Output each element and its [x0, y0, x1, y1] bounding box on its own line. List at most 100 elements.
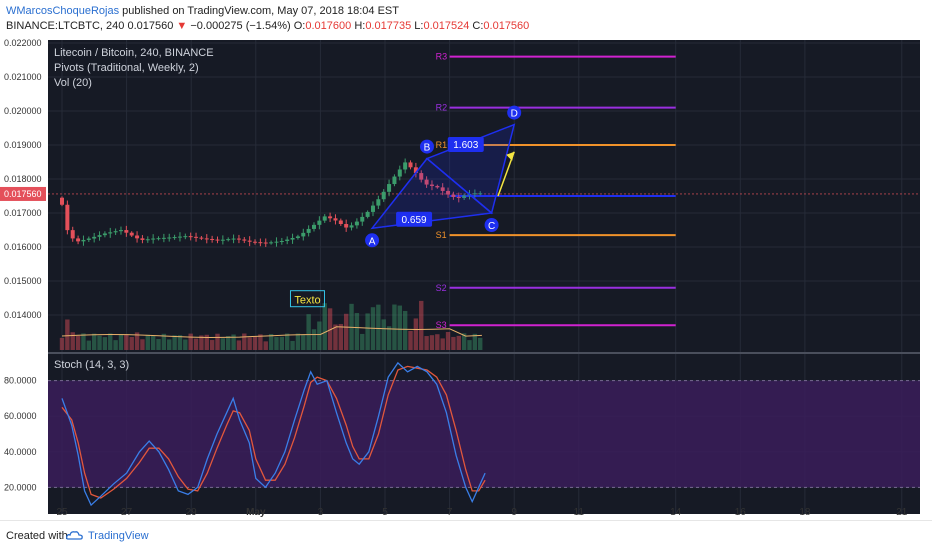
down-arrow-icon: ▼ [176, 20, 188, 32]
x-tick-label: 25 [56, 507, 68, 518]
volume-bar [258, 334, 263, 350]
pattern-point-c[interactable] [484, 218, 499, 232]
volume-bar [129, 336, 134, 350]
volume-bar [108, 333, 113, 350]
candle-body [312, 224, 317, 229]
candle-body [156, 238, 161, 240]
pattern-point-b[interactable] [419, 139, 434, 154]
y-tick-label: 0.021000 [4, 72, 42, 82]
candle-body [279, 240, 284, 242]
volume-bar [386, 326, 392, 350]
pattern-point-a[interactable] [365, 233, 380, 248]
volume-bar [274, 337, 279, 350]
candle-body [285, 239, 290, 241]
candle-body [194, 236, 199, 238]
stoch-d-line [61, 365, 486, 499]
x-tick-label: 11 [574, 507, 585, 518]
volume-bar [419, 300, 424, 350]
candle-body [129, 232, 134, 236]
candle-body [145, 239, 150, 241]
legend-pivots: Pivots (Traditional, Weekly, 2) [54, 62, 199, 74]
volume-bar [91, 333, 97, 350]
x-tick-label: May [246, 507, 266, 518]
candle-body [70, 230, 75, 239]
volume-bar [204, 334, 209, 350]
price-change: −0.000275 (−1.54%) [190, 20, 291, 32]
volume-bar [472, 333, 478, 350]
volume-bar [392, 304, 397, 350]
candle-body [419, 173, 424, 180]
candle-body [86, 238, 91, 240]
candle-body [81, 239, 86, 242]
candle-body [242, 239, 247, 241]
volume-ma-line [61, 326, 482, 339]
pattern-point-d[interactable] [507, 105, 522, 120]
volume-bar [59, 337, 65, 350]
stoch-band [48, 380, 920, 488]
volume-bar [327, 308, 333, 350]
x-tick-label: 27 [121, 507, 133, 518]
close-value: 0.017560 [483, 20, 530, 32]
volume-bar [183, 339, 188, 350]
legend-stoch: Stoch (14, 3, 3) [54, 359, 129, 371]
volume-bar [284, 333, 290, 350]
pattern-label-a: A [369, 236, 376, 247]
author-link[interactable]: WMarcosChoqueRojas [6, 5, 120, 17]
tradingview-link[interactable]: TradingView [88, 530, 149, 542]
volume-bar [161, 333, 167, 350]
candle-body [306, 228, 311, 233]
text-annotation-box[interactable] [289, 290, 325, 308]
candle-body [354, 221, 359, 226]
last-price: 0.017560 [127, 20, 174, 32]
candle-body [263, 242, 268, 244]
stoch-tick-label: 40.0000 [4, 447, 37, 457]
pivot-label-s2: S2 [436, 283, 447, 293]
high-value: 0.017735 [365, 20, 412, 32]
volume-bar [220, 338, 226, 350]
candle-body [177, 236, 182, 238]
volume-bar [311, 329, 317, 350]
tradingview-cloud-icon [66, 531, 83, 540]
y-tick-label: 0.015000 [4, 276, 42, 286]
low-label: L: [414, 20, 424, 32]
candle-body [60, 197, 64, 205]
candle-body [151, 238, 156, 240]
volume-bar [429, 335, 435, 350]
candle-body [317, 220, 322, 225]
ohlc-line: BINANCE:LTCBTC, 240 0.017560 ▼ −0.000275… [6, 20, 529, 32]
candle-body [349, 225, 354, 228]
price-chart[interactable]: 25 27 29 May 3 5 7 9 11 14 16 18 21 0.022000 0.021000 0… [0, 38, 932, 520]
candle-body [295, 236, 300, 238]
volume-bar [263, 341, 268, 350]
volume-bar [338, 323, 344, 350]
ratio-box [447, 137, 484, 152]
y-tick-label: 0.016000 [4, 242, 42, 252]
candle-body [199, 237, 204, 239]
candle-body [113, 231, 118, 233]
candle-body [247, 240, 252, 242]
pivot-label-s1: S1 [436, 230, 447, 240]
candle-body [102, 233, 107, 236]
volume-bar [402, 310, 408, 350]
volume-bar [209, 340, 215, 350]
candle-body [118, 230, 123, 232]
volume-bar [188, 333, 193, 350]
volume-bar [467, 340, 472, 350]
volume-bar [118, 334, 124, 350]
volume-bar [290, 340, 295, 350]
x-tick-label: 18 [799, 507, 811, 518]
candle-body [183, 236, 188, 238]
volume-bar [193, 338, 199, 350]
x-tick-label: 29 [186, 507, 198, 518]
volume-bar [461, 333, 467, 350]
candle-body [403, 162, 408, 170]
volume-bar [424, 336, 429, 350]
pivot-label-r3: R3 [436, 52, 448, 62]
candle-body [376, 199, 381, 206]
volume-bar [70, 332, 75, 350]
y-tick-label: 0.022000 [4, 38, 42, 48]
volume-bar [124, 334, 129, 350]
candle-body [456, 197, 461, 199]
candle-body [478, 193, 483, 195]
candle-body [413, 167, 418, 174]
